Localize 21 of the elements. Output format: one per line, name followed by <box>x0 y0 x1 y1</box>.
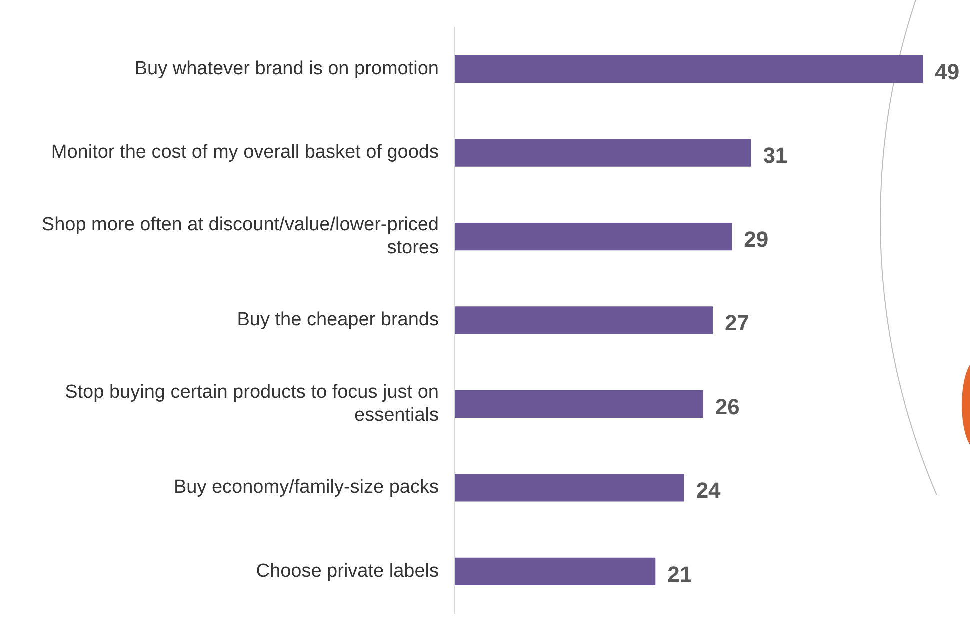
data-label: 24 <box>696 478 722 504</box>
y-tick-label: Shop more often at discount/value/lower-priced stores <box>42 214 439 258</box>
y-tick-label: Buy economy/family-size packs <box>174 477 439 498</box>
y-tick-label: Buy whatever brand is on promotion <box>134 58 439 80</box>
y-tick-label: Buy the cheaper brands <box>237 310 439 331</box>
bar <box>455 390 704 418</box>
bar <box>455 222 732 251</box>
bar <box>455 474 684 502</box>
bar <box>455 306 713 334</box>
data-label: 27 <box>724 310 750 336</box>
y-tick-label: Monitor the cost of my overall basket of goods <box>51 142 439 164</box>
bar <box>455 558 656 586</box>
data-label: 49 <box>935 59 960 84</box>
data-label: 21 <box>668 562 692 587</box>
bar <box>455 55 924 84</box>
y-tick-label: Stop buying certain products to focus just on essentials <box>65 382 439 426</box>
data-label: 26 <box>715 394 740 420</box>
data-label: 29 <box>744 226 769 252</box>
bar <box>455 139 752 167</box>
y-tick-label: Choose private labels <box>256 560 439 582</box>
data-label: 31 <box>763 143 788 168</box>
